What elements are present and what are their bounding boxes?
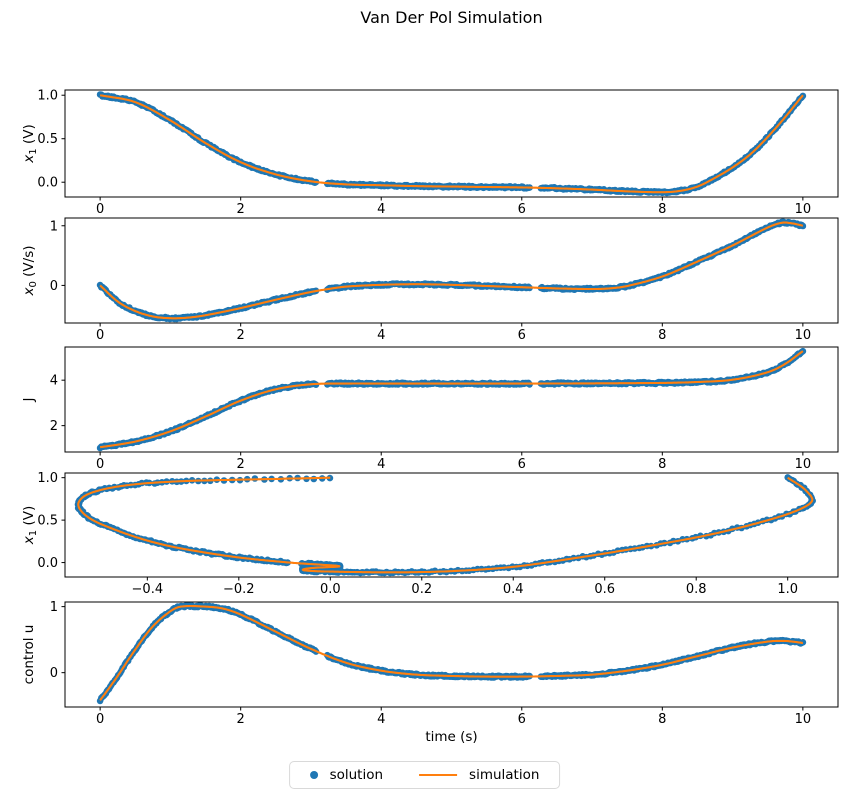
x-tick-label: 10 [795,328,812,343]
x-tick-label: 2 [237,457,245,472]
solution-scatter [96,602,807,705]
x-tick-label: 8 [658,202,666,217]
x-tick-label: 6 [518,328,526,343]
legend: solution simulation [288,761,561,789]
x-tick-label: 10 [795,202,812,217]
y-tick-label: 0.0 [37,556,58,571]
axes-spine [64,472,839,578]
x-tick-label: 8 [658,328,666,343]
x-tick-label: 0.8 [686,582,707,597]
x-tick-label: 0.0 [320,582,341,597]
solution-scatter [96,218,807,323]
x-tick-label: 10 [795,457,812,472]
subplot-u: 0 2 4 6 8 10 0 1 control u [21,600,839,727]
x-tick-label: −0.2 [223,582,255,597]
y-axis-label-u: control u [21,625,37,685]
y-tick-label: 0 [50,666,58,681]
y-tick-label: 1 [50,600,58,615]
x-tick-label: −0.4 [132,582,164,597]
x-tick-label: 4 [377,202,385,217]
figure-title: Van Der Pol Simulation [360,8,543,27]
subplot-phase: −0.4 −0.2 0.0 0.2 0.4 0.6 0.8 1.0 0.0 0.5 1.0 x1 (V… [21,471,839,597]
solution-scatter [96,347,807,452]
simulation-line [99,94,804,194]
simulation-line [99,221,804,320]
x-tick-label: 2 [237,712,245,727]
axes-spine [64,89,839,198]
x-tick-label: 6 [518,712,526,727]
y-axis-label-x0: x0 (V/s) [21,245,39,296]
x-tick-label: 2 [237,202,245,217]
simulation-line [99,604,804,702]
solution-scatter [96,91,807,197]
y-tick-label: 1.0 [37,471,58,486]
y-axis-label-x1: x1 (V) [21,124,39,163]
x-tick-label: 0 [96,202,104,217]
x-tick-label: 0 [96,457,104,472]
x-tick-label: 0 [96,712,104,727]
x-tick-label: 0.4 [503,582,524,597]
x-tick-label: 1.0 [777,582,798,597]
solution-marker-icon [309,771,318,779]
x-tick-label: 0 [96,328,104,343]
solution-scatter [74,474,816,577]
x-tick-label: 4 [377,712,385,727]
x-tick-label: 8 [658,712,666,727]
subplot-x1: 0 2 4 6 8 10 0.0 0.5 1.0 x1 (V) [21,89,839,217]
subplot-x0: 0 2 4 6 8 10 0 1 x0 (V/s) [21,217,839,343]
y-tick-label: 4 [50,374,58,389]
y-tick-label: 1 [50,219,58,234]
y-axis-label-phase: x1 (V) [21,506,39,545]
axes-spine [64,217,839,324]
y-tick-label: 0.5 [37,132,58,147]
y-tick-label: 0.0 [37,176,58,191]
simulation-line-icon [419,774,458,776]
y-tick-label: 2 [50,419,58,434]
y-tick-label: 0 [50,279,58,294]
legend-item-solution: solution [309,767,384,783]
y-tick-label: 0.5 [37,514,58,529]
x-tick-label: 4 [377,328,385,343]
x-tick-label: 0.2 [411,582,432,597]
y-axis-label-J: J [21,398,37,403]
y-tick-label: 1.0 [37,89,58,104]
axes-spine [64,346,839,453]
subplot-J: 0 2 4 6 8 10 2 4 J [21,346,839,472]
x-tick-label: 2 [237,328,245,343]
legend-label-solution: solution [329,767,384,783]
axes-spine [64,601,839,708]
x-axis-label: time (s) [425,729,478,745]
x-tick-label: 8 [658,457,666,472]
x-tick-label: 4 [377,457,385,472]
x-tick-label: 6 [518,202,526,217]
simulation-line [99,350,804,449]
simulation-line [77,476,814,574]
legend-item-simulation: simulation [419,767,539,783]
legend-label-simulation: simulation [469,767,540,783]
x-tick-label: 6 [518,457,526,472]
x-tick-label: 10 [795,712,812,727]
x-tick-label: 0.6 [594,582,615,597]
